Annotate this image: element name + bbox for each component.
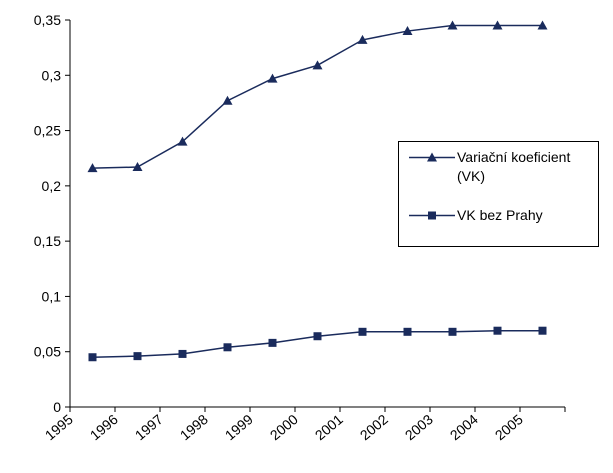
x-tick-label: 2005	[492, 411, 526, 443]
x-tick-label: 1999	[222, 411, 256, 443]
legend-entry: Variační koeficient (VK)	[407, 148, 577, 186]
legend-icon	[409, 152, 455, 162]
x-tick-label: 2004	[447, 411, 481, 443]
marker	[403, 327, 412, 336]
legend-label: Variační koeficient (VK)	[457, 149, 571, 184]
marker	[178, 349, 187, 358]
marker	[428, 211, 436, 220]
x-tick-label: 2000	[267, 411, 301, 443]
legend-label: VK bez Prahy	[457, 207, 543, 223]
y-tick-label: 0,1	[42, 288, 62, 304]
marker	[537, 20, 548, 30]
marker	[357, 34, 368, 44]
marker	[447, 20, 458, 30]
y-tick-label: 0,2	[42, 178, 62, 194]
legend-entry: VK bez Prahy	[407, 206, 577, 225]
marker	[448, 327, 457, 336]
marker	[268, 338, 277, 347]
x-tick-label: 1996	[87, 411, 121, 443]
x-tick-label: 2002	[357, 411, 391, 443]
y-tick-label: 0,25	[34, 123, 61, 139]
x-tick-label: 2001	[312, 411, 346, 443]
y-tick-label: 0,05	[34, 344, 61, 360]
marker	[222, 95, 233, 105]
y-tick-label: 0,35	[34, 12, 61, 28]
marker	[132, 162, 143, 172]
marker	[133, 352, 142, 361]
marker	[267, 73, 278, 83]
x-tick-label: 1997	[132, 411, 166, 443]
y-tick-label: 0	[53, 399, 61, 415]
legend-icon	[409, 211, 455, 220]
marker	[87, 163, 98, 173]
x-tick-label: 1998	[177, 411, 211, 443]
marker	[538, 326, 547, 335]
x-tick-label: 1995	[42, 411, 76, 443]
marker	[313, 332, 322, 341]
marker	[402, 26, 413, 36]
y-tick-label: 0,3	[42, 67, 62, 83]
marker	[177, 136, 188, 146]
legend: Variační koeficient (VK) VK bez Prahy	[398, 141, 599, 247]
marker	[223, 343, 232, 352]
marker	[492, 20, 503, 30]
marker	[493, 326, 502, 335]
x-tick-label: 2003	[402, 411, 436, 443]
marker	[312, 60, 323, 70]
marker	[427, 152, 437, 162]
marker	[358, 327, 367, 336]
marker	[88, 353, 97, 362]
y-tick-label: 0,15	[34, 233, 61, 249]
